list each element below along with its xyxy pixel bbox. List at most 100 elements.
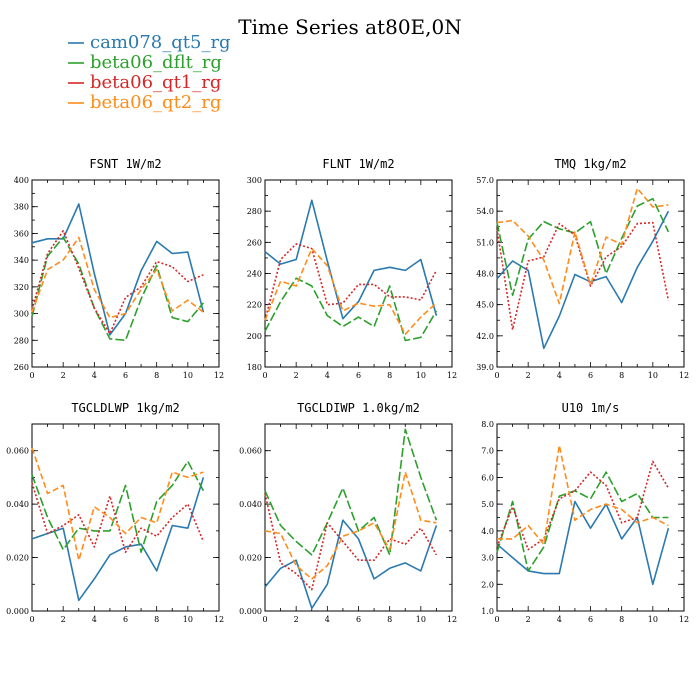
y-tick-label: 400 xyxy=(14,176,29,185)
x-tick-label: 12 xyxy=(679,615,689,624)
series-line-beta06_qt1_rg xyxy=(31,230,204,335)
panel-4: TGCLDLWP 1kg/m2 0 2 4 6 8 10 12 0.000 0.020 0.040 0… xyxy=(6,401,224,624)
x-tick-label: 6 xyxy=(588,371,593,380)
x-tick-label: 6 xyxy=(356,615,361,624)
x-tick-label: 4 xyxy=(557,371,562,380)
x-tick-label: 0 xyxy=(29,615,34,624)
panel-title: TMQ 1kg/m2 xyxy=(554,157,626,171)
x-tick-label: 8 xyxy=(387,615,392,624)
y-tick-label: 1.0 xyxy=(481,607,494,616)
series-line-beta06_qt1_rg xyxy=(496,221,670,331)
figure-title: Time Series at80E,0N xyxy=(238,15,461,39)
series-line-cam078_qt5_rg xyxy=(264,519,438,610)
y-tick-label: 300 xyxy=(247,176,262,185)
series-line-beta06_qt1_rg xyxy=(496,460,670,551)
x-tick-label: 2 xyxy=(294,615,299,624)
panel-title: U10 1m/s xyxy=(562,401,620,415)
x-tick-label: 2 xyxy=(526,371,531,380)
series-line-beta06_dflt_rg xyxy=(264,277,438,342)
series-line-cam078_qt5_rg xyxy=(31,477,205,602)
y-tick-label: 57.0 xyxy=(476,176,494,185)
y-tick-label: 0.020 xyxy=(239,554,262,563)
plot-frame xyxy=(496,179,685,368)
y-tick-label: 45.0 xyxy=(476,301,494,310)
legend-label: beta06_qt1_rg xyxy=(90,72,221,93)
y-tick-label: 54.0 xyxy=(476,207,494,216)
x-tick-label: 10 xyxy=(183,371,193,380)
x-tick-label: 6 xyxy=(123,615,128,624)
panel-title: TGCLDIWP 1.0kg/m2 xyxy=(297,401,420,415)
x-tick-label: 12 xyxy=(447,615,457,624)
y-tick-label: 280 xyxy=(247,207,262,216)
x-tick-label: 0 xyxy=(262,615,267,624)
series-line-beta06_dflt_rg xyxy=(31,236,205,342)
panel-6: U10 1m/s 0 2 4 6 8 10 12 1.0 2.0 3.0 4.0 5.0 6.0 7.0 8.… xyxy=(481,401,689,624)
y-tick-label: 200 xyxy=(247,332,262,341)
series-line-beta06_dflt_rg xyxy=(264,428,438,556)
y-tick-label: 260 xyxy=(14,363,29,372)
y-tick-label: 300 xyxy=(14,310,29,319)
y-tick-label: 0.000 xyxy=(239,607,262,616)
y-tick-label: 5.0 xyxy=(481,500,494,509)
x-tick-label: 2 xyxy=(294,371,299,380)
panel-title: FLNT 1W/m2 xyxy=(322,157,394,171)
plot-frame xyxy=(264,423,453,612)
x-tick-label: 10 xyxy=(416,371,426,380)
legend-label: beta06_qt2_rg xyxy=(90,92,221,113)
series-line-beta06_qt1_rg xyxy=(264,493,438,591)
y-tick-label: 8.0 xyxy=(481,420,494,429)
x-tick-label: 2 xyxy=(61,615,66,624)
series-line-beta06_dflt_rg xyxy=(496,471,669,572)
panel-title: FSNT 1W/m2 xyxy=(89,157,161,171)
series-line-beta06_qt1_rg xyxy=(264,243,438,321)
y-tick-label: 4.0 xyxy=(481,527,494,536)
series-line-beta06_qt2_rg xyxy=(31,236,204,319)
legend-item: beta06_qt2_rg xyxy=(68,92,221,113)
panels: FSNT 1W/m20 2 4 6 8 10 12260280300320340360380… xyxy=(6,157,689,624)
x-tick-label: 0 xyxy=(494,615,499,624)
legend-item: cam078_qt5_rg xyxy=(68,32,231,53)
plot-frame xyxy=(31,179,220,368)
series-line-cam078_qt5_rg xyxy=(31,203,205,336)
panel-title: TGCLDLWP 1kg/m2 xyxy=(71,401,179,415)
y-tick-label: 280 xyxy=(14,336,29,345)
y-tick-label: 39.0 xyxy=(476,363,494,372)
y-tick-label: 0.060 xyxy=(239,447,262,456)
series-line-beta06_dflt_rg xyxy=(31,460,205,554)
x-tick-label: 8 xyxy=(154,615,159,624)
y-tick-label: 7.0 xyxy=(481,447,494,456)
y-tick-label: 220 xyxy=(247,301,262,310)
legend-label: cam078_qt5_rg xyxy=(90,32,231,53)
series-line-beta06_qt2_rg xyxy=(31,447,204,562)
x-tick-label: 2 xyxy=(526,615,531,624)
y-tick-label: 6.0 xyxy=(481,473,494,482)
x-tick-label: 4 xyxy=(325,371,330,380)
panel-3: TMQ 1kg/m2 0 2 4 6 8 10 12 39.0 42.0 45.0 48.0 51.0 5… xyxy=(476,157,689,380)
y-tick-label: 0.040 xyxy=(6,500,29,509)
x-tick-label: 4 xyxy=(557,615,562,624)
x-tick-label: 6 xyxy=(588,615,593,624)
x-tick-label: 0 xyxy=(29,371,34,380)
x-tick-label: 8 xyxy=(154,371,159,380)
x-tick-label: 4 xyxy=(325,615,330,624)
series-line-beta06_qt2_rg xyxy=(264,247,437,336)
panel-5: TGCLDIWP 1.0kg/m2 0 2 4 6 8 10 12 0.000 0.020 0.04… xyxy=(239,401,457,624)
x-tick-label: 12 xyxy=(447,371,457,380)
y-tick-label: 0.040 xyxy=(239,500,262,509)
y-tick-label: 0.000 xyxy=(6,607,29,616)
x-tick-label: 8 xyxy=(619,615,624,624)
legend-item: beta06_dflt_rg xyxy=(68,52,222,73)
y-tick-label: 51.0 xyxy=(476,238,494,247)
y-tick-label: 240 xyxy=(247,270,262,279)
panel-2: FLNT 1W/m2 0 2 4 6 8 10 12 180 200 220 240 260 280 300 xyxy=(247,157,457,380)
y-tick-label: 380 xyxy=(14,203,29,212)
x-tick-label: 0 xyxy=(262,371,267,380)
x-tick-label: 2 xyxy=(61,371,66,380)
series-line-beta06_qt2_rg xyxy=(496,187,669,305)
y-tick-label: 320 xyxy=(14,283,29,292)
y-tick-label: 3.0 xyxy=(481,554,494,563)
x-tick-label: 8 xyxy=(387,371,392,380)
y-tick-label: 180 xyxy=(247,363,262,372)
series-line-beta06_qt2_rg xyxy=(497,444,669,546)
